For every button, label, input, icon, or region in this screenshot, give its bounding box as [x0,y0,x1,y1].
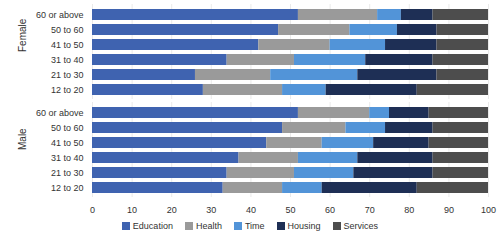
html-text:Time: Time [244,221,265,231]
svg-text:40: 40 [246,205,256,215]
html-text:Services: Services [343,221,379,231]
svg-text:30: 30 [206,205,216,215]
svg-text:70: 70 [365,205,375,215]
svg-text:20: 20 [167,205,177,215]
svg-text:60 or above: 60 or above [36,10,84,20]
html-text:Education: Education [132,221,173,231]
svg-text:50 to 60: 50 to 60 [51,25,84,35]
svg-text:Female: Female [17,18,28,52]
svg-text:50: 50 [285,205,295,215]
svg-text:21 to 30: 21 to 30 [51,168,84,178]
svg-text:12 to 20: 12 to 20 [51,85,84,95]
svg-text:80: 80 [404,205,414,215]
svg-text:60: 60 [325,205,335,215]
svg-text:41 to 50: 41 to 50 [51,138,84,148]
svg-text:100: 100 [481,205,496,215]
html-text:Health: Health [195,221,222,231]
svg-text:31 to 40: 31 to 40 [51,55,84,65]
svg-text:50 to 60: 50 to 60 [51,123,84,133]
svg-text:31 to 40: 31 to 40 [51,153,84,163]
svg-text:90: 90 [444,205,454,215]
html-text:Housing: Housing [287,221,321,231]
svg-text:10: 10 [127,205,137,215]
svg-text:41 to 50: 41 to 50 [51,40,84,50]
svg-text:21 to 30: 21 to 30 [51,70,84,80]
svg-text:Male: Male [17,128,28,150]
svg-text:12 to 20: 12 to 20 [51,183,84,193]
svg-text:60 or above: 60 or above [36,108,84,118]
svg-text:0: 0 [90,205,95,215]
